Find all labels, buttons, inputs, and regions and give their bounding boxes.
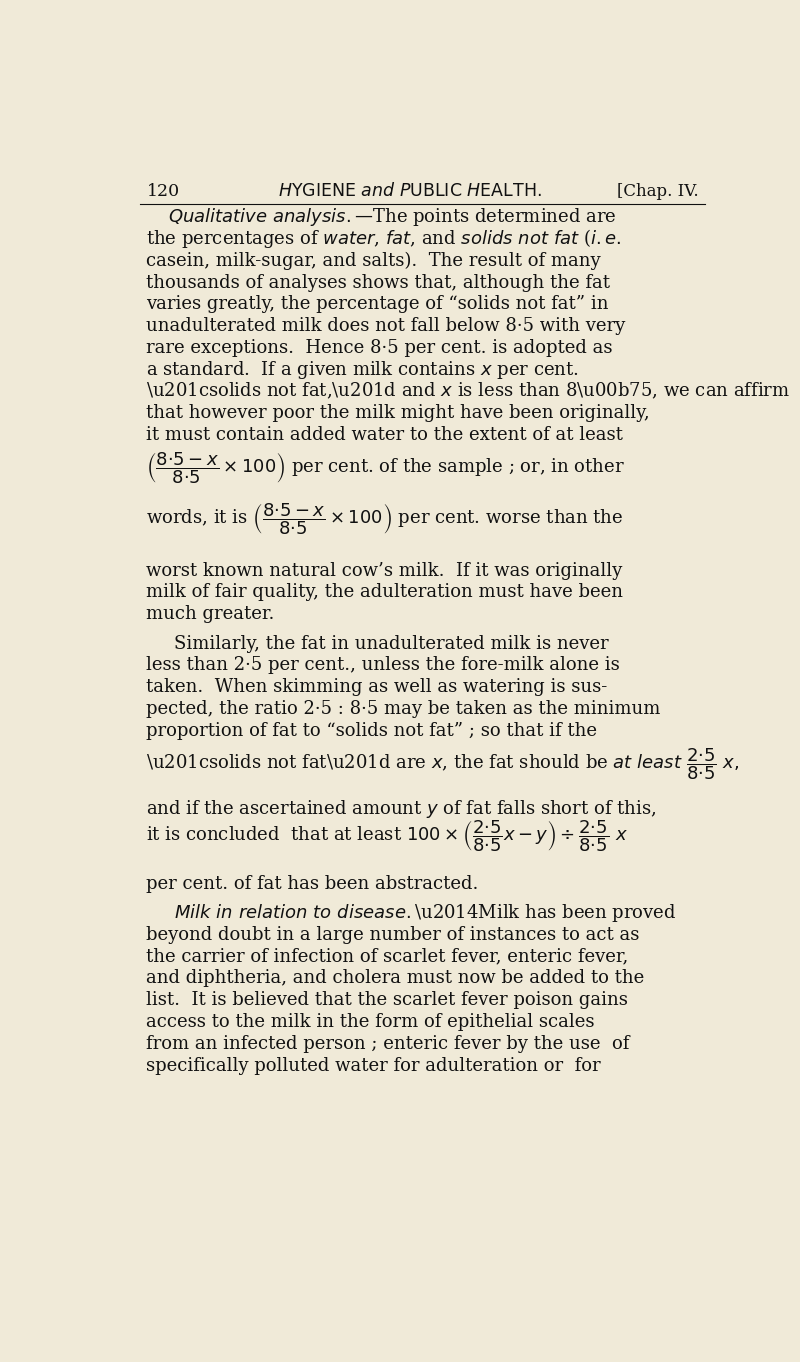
Text: beyond doubt in a large number of instances to act as: beyond doubt in a large number of instan…: [146, 926, 640, 944]
Text: \u201csolids not fat\u201d are $x$, the fat should be $\mathit{at\ least}\ \dfra: \u201csolids not fat\u201d are $x$, the …: [146, 746, 740, 782]
Text: words, it is $\left(\dfrac{8{\cdot}5 - x}{8{\cdot}5} \times 100\right)$ per cent: words, it is $\left(\dfrac{8{\cdot}5 - x…: [146, 501, 624, 537]
Text: and diphtheria, and cholera must now be added to the: and diphtheria, and cholera must now be …: [146, 970, 645, 987]
Text: and if the ascertained amount $y$ of fat falls short of this,: and if the ascertained amount $y$ of fat…: [146, 798, 657, 820]
Text: the carrier of infection of scarlet fever, enteric fever,: the carrier of infection of scarlet feve…: [146, 948, 629, 966]
Text: that however poor the milk might have been originally,: that however poor the milk might have be…: [146, 405, 650, 422]
Text: $\left(\dfrac{8{\cdot}5 - x}{8{\cdot}5} \times 100\right)$ per cent. of the samp: $\left(\dfrac{8{\cdot}5 - x}{8{\cdot}5} …: [146, 451, 626, 486]
Text: list.  It is believed that the scarlet fever poison gains: list. It is believed that the scarlet fe…: [146, 992, 628, 1009]
Text: less than 2·5 per cent., unless the fore-milk alone is: less than 2·5 per cent., unless the fore…: [146, 656, 620, 674]
Text: Similarly, the fat in unadulterated milk is never: Similarly, the fat in unadulterated milk…: [174, 635, 609, 652]
Text: milk of fair quality, the adulteration must have been: milk of fair quality, the adulteration m…: [146, 583, 623, 602]
Text: thousands of analyses shows that, although the fat: thousands of analyses shows that, althou…: [146, 274, 610, 291]
Text: varies greatly, the percentage of “solids not fat” in: varies greatly, the percentage of “solid…: [146, 296, 609, 313]
Text: proportion of fat to “solids not fat” ; so that if the: proportion of fat to “solids not fat” ; …: [146, 722, 598, 740]
Text: \u201csolids not fat,\u201d and $x$ is less than 8\u00b75, we can affirm: \u201csolids not fat,\u201d and $x$ is l…: [146, 381, 790, 402]
Text: access to the milk in the form of epithelial scales: access to the milk in the form of epithe…: [146, 1013, 595, 1031]
Text: 120: 120: [146, 184, 180, 200]
Text: from an infected person ; enteric fever by the use  of: from an infected person ; enteric fever …: [146, 1035, 630, 1053]
Text: taken.  When skimming as well as watering is sus-: taken. When skimming as well as watering…: [146, 678, 608, 696]
Text: $\mathit{H}\mathrm{YGIENE}\ \mathit{and}\ \mathit{P}\mathrm{UBLIC}\ \mathit{H}\m: $\mathit{H}\mathrm{YGIENE}\ \mathit{and}…: [278, 183, 542, 200]
Text: casein, milk-sugar, and salts).  The result of many: casein, milk-sugar, and salts). The resu…: [146, 252, 601, 270]
Text: pected, the ratio 2·5 : 8·5 may be taken as the minimum: pected, the ratio 2·5 : 8·5 may be taken…: [146, 700, 661, 718]
Text: $\mathit{Milk\ in\ relation\ to\ disease.}$\u2014Milk has been proved: $\mathit{Milk\ in\ relation\ to\ disease…: [174, 902, 677, 923]
Text: per cent. of fat has been abstracted.: per cent. of fat has been abstracted.: [146, 874, 479, 892]
Text: a standard.  If a given milk contains $x$ per cent.: a standard. If a given milk contains $x$…: [146, 358, 579, 381]
Text: it is concluded  that at least $100 \times \left(\dfrac{2{\cdot}5}{8{\cdot}5}x -: it is concluded that at least $100 \time…: [146, 819, 629, 854]
Text: unadulterated milk does not fall below 8·5 with very: unadulterated milk does not fall below 8…: [146, 317, 626, 335]
Text: $\mathit{Qualitative\ analysis.}$—The points determined are: $\mathit{Qualitative\ analysis.}$—The po…: [168, 206, 617, 229]
Text: specifically polluted water for adulteration or  for: specifically polluted water for adultera…: [146, 1057, 601, 1075]
Text: much greater.: much greater.: [146, 605, 275, 624]
Text: worst known natural cow’s milk.  If it was originally: worst known natural cow’s milk. If it wa…: [146, 561, 622, 580]
Text: it must contain added water to the extent of at least: it must contain added water to the exten…: [146, 426, 623, 444]
Text: the percentages of $\mathit{water}$, $\mathit{fat}$, and $\mathit{solids\ not\ f: the percentages of $\mathit{water}$, $\m…: [146, 227, 622, 251]
Text: [Chap. IV.: [Chap. IV.: [617, 184, 698, 200]
Text: rare exceptions.  Hence 8·5 per cent. is adopted as: rare exceptions. Hence 8·5 per cent. is …: [146, 339, 613, 357]
